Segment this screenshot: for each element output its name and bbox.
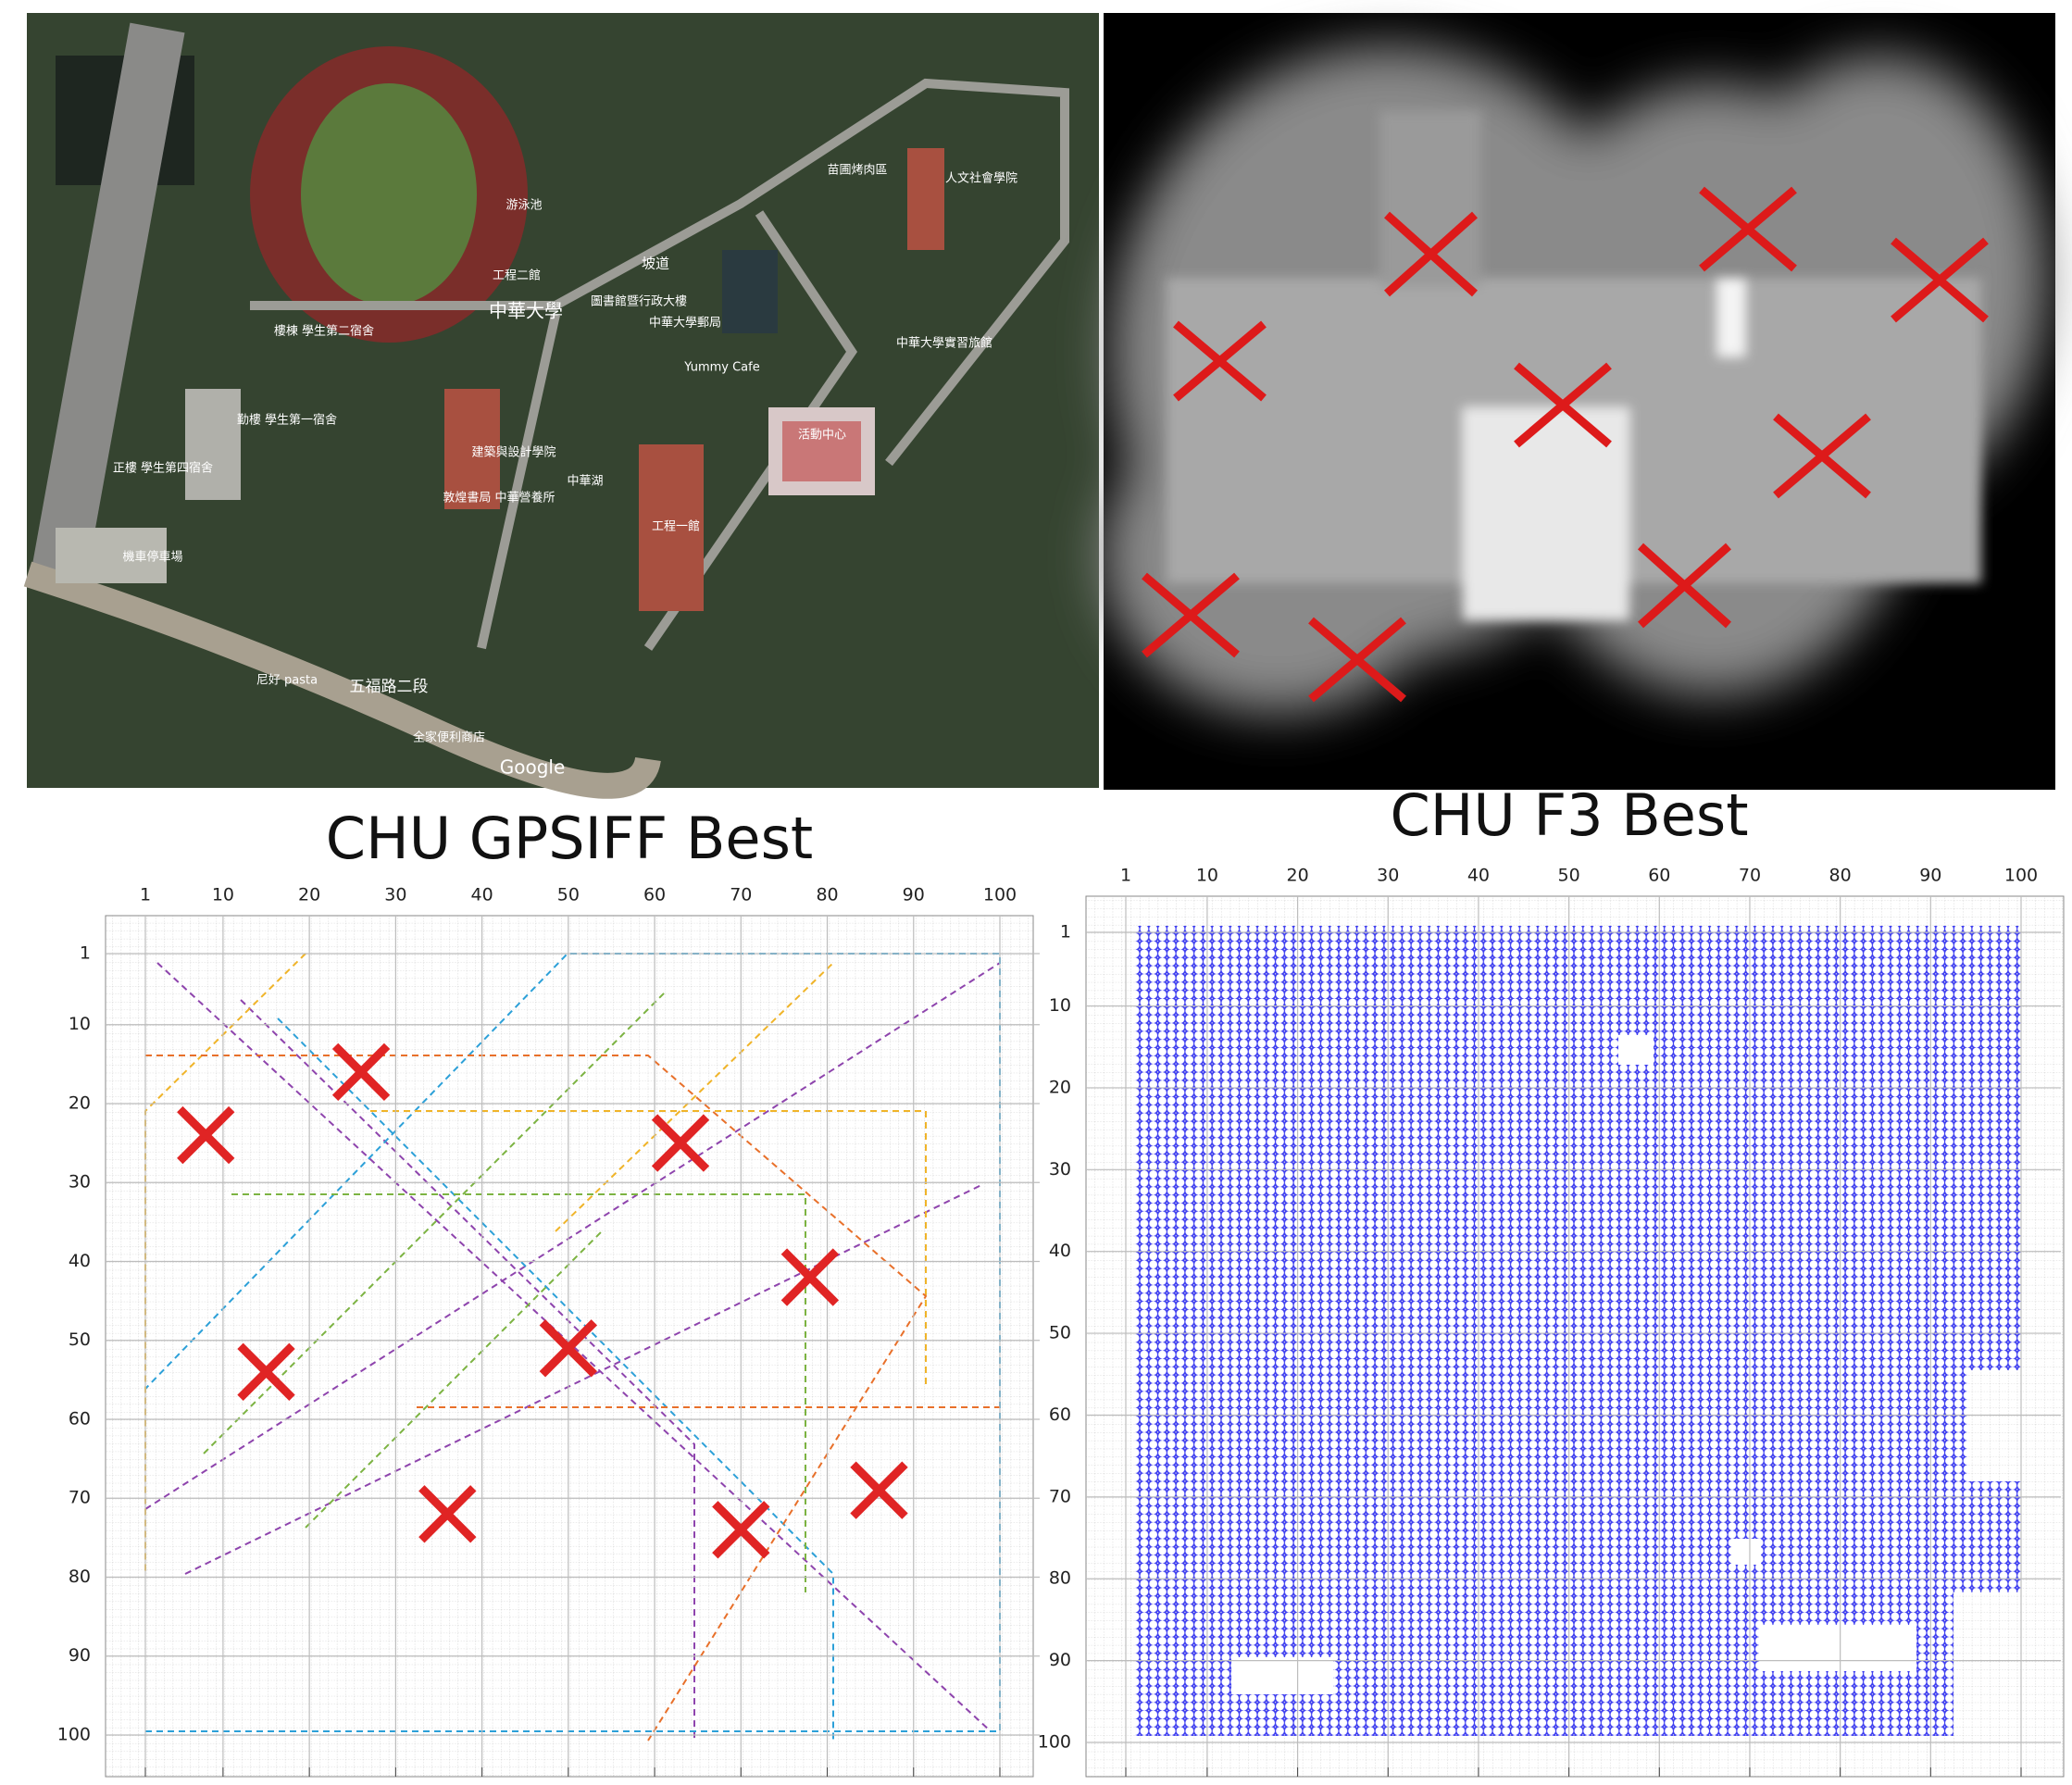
map-label: 五福路二段 (350, 678, 429, 696)
map-label: 游泳池 (506, 199, 542, 213)
y-tick-label: 100 (1038, 1732, 1071, 1753)
x-tick-label: 10 (1196, 866, 1218, 886)
map-label: 工程一館 (652, 520, 700, 534)
map-label: 正樓 學生第四宿舍 (113, 461, 213, 476)
x-tick-label: 40 (471, 885, 493, 905)
map-label: 樓棟 學生第二宿舍 (274, 324, 374, 339)
y-tick-label: 70 (1049, 1486, 1071, 1506)
y-tick-label: 70 (69, 1488, 91, 1508)
x-tick-label: 80 (1829, 866, 1852, 886)
x-tick-label: 1 (140, 885, 151, 905)
y-tick-label: 90 (69, 1645, 91, 1666)
map-photo (27, 13, 1099, 788)
map-label: 全家便利商店 (413, 730, 485, 745)
y-tick-label: 40 (69, 1251, 91, 1271)
x-tick-label: 40 (1467, 866, 1490, 886)
y-tick-label: 50 (1049, 1323, 1071, 1343)
map-label: 中華大學實習旅館 (896, 336, 992, 351)
x-tick-label: 50 (557, 885, 580, 905)
map-label: 中華湖 (567, 475, 603, 489)
y-tick-label: 1 (1060, 922, 1071, 942)
y-tick-label: 40 (1049, 1241, 1071, 1261)
map-label: 尼好 pasta (256, 674, 318, 688)
x-tick-label: 50 (1558, 866, 1580, 886)
x-tick-label: 10 (212, 885, 234, 905)
x-tick-label: 60 (1648, 866, 1670, 886)
x-tick-label: 90 (903, 885, 925, 905)
y-tick-label: 60 (69, 1408, 91, 1429)
y-tick-label: 50 (69, 1329, 91, 1350)
x-tick-label: 20 (298, 885, 320, 905)
map-label: 中華大學 (489, 300, 563, 322)
chart-title: CHU F3 Best (1390, 781, 1748, 849)
y-tick-label: 10 (1049, 995, 1071, 1016)
x-tick-label: 60 (643, 885, 666, 905)
map-label: 人文社會學院 (945, 171, 1017, 186)
y-tick-label: 60 (1049, 1404, 1071, 1425)
coverage-region (1135, 926, 2021, 1736)
map-label: 機車停車場 (122, 550, 182, 565)
map-label: 坡道 (642, 256, 669, 272)
x-tick-label: 90 (1919, 866, 1941, 886)
map-label: 苗圃烤肉區 (827, 164, 887, 178)
x-tick-label: 100 (983, 885, 1017, 905)
y-tick-label: 30 (69, 1172, 91, 1192)
map-label: 活動中心 (798, 429, 846, 443)
map-label: 工程二館 (493, 269, 541, 283)
y-tick-label: 20 (1049, 1077, 1071, 1097)
x-tick-label: 30 (384, 885, 406, 905)
map-label: 勤樓 學生第一宿舍 (237, 413, 337, 428)
y-tick-label: 100 (57, 1725, 91, 1745)
map-label: 圖書館暨行政大樓 (591, 295, 687, 309)
x-tick-label: 70 (1739, 866, 1761, 886)
x-tick-label: 1 (1120, 866, 1131, 886)
x-tick-label: 80 (816, 885, 838, 905)
x-tick-label: 30 (1377, 866, 1399, 886)
map-label: Yummy Cafe (683, 361, 759, 375)
x-tick-label: 70 (730, 885, 752, 905)
y-tick-label: 30 (1049, 1159, 1071, 1180)
chart-title: CHU GPSIFF Best (326, 805, 813, 872)
y-tick-label: 90 (1049, 1650, 1071, 1670)
distance-map (1102, 13, 2055, 790)
y-tick-label: 80 (69, 1567, 91, 1587)
y-tick-label: 1 (80, 943, 91, 964)
y-tick-label: 20 (69, 1092, 91, 1113)
map-label: 敦煌書局 中華營養所 (443, 491, 555, 506)
y-tick-label: 10 (69, 1014, 91, 1034)
x-tick-label: 20 (1286, 866, 1308, 886)
x-tick-label: 100 (2004, 866, 2038, 886)
map-label: 中華大學郵局 (649, 317, 721, 331)
map-label: Google (500, 756, 566, 779)
figure: 游泳池 工程二館 中華大學 坡道 圖書館暨行政大樓 中華大學郵局 Yummy C… (0, 0, 2072, 1781)
y-tick-label: 80 (1049, 1568, 1071, 1589)
map-label: 建築與設計學院 (471, 445, 555, 460)
